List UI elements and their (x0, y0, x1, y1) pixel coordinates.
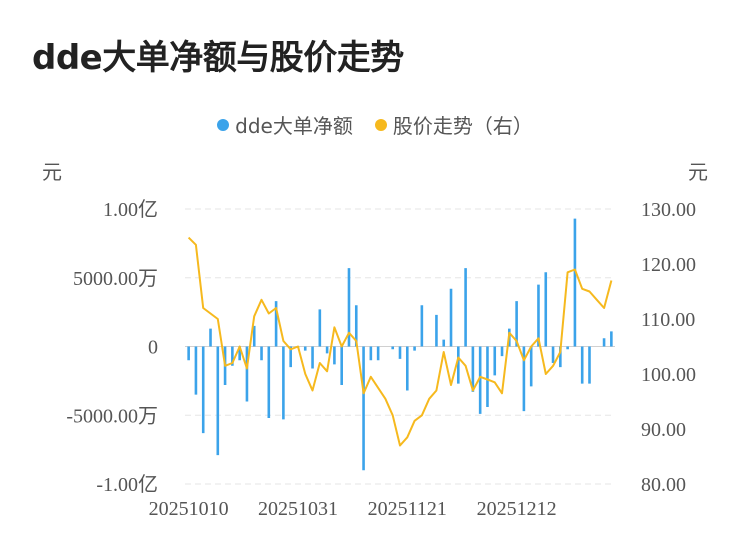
right-tick-label: 120.00 (641, 254, 696, 276)
dde-bar (449, 288, 453, 347)
dde-bar (413, 346, 416, 351)
dde-bar (500, 346, 504, 357)
x-tick-label: 20251212 (477, 498, 557, 520)
dde-bar (486, 346, 489, 407)
dde-bar (303, 346, 307, 351)
dde-bar (362, 346, 365, 471)
left-tick-label: 1.00亿 (103, 198, 158, 221)
dde-bar (318, 309, 322, 347)
dde-bar (187, 346, 190, 361)
dde-bar (391, 346, 395, 350)
dde-bar (580, 346, 584, 384)
dde-bar (566, 346, 569, 350)
dde-bar (354, 305, 358, 347)
dde-bar (289, 346, 292, 368)
price-line (187, 236, 613, 447)
price-line-group (187, 236, 613, 447)
dde-bar (464, 268, 467, 347)
dde-bar (325, 346, 329, 354)
dde-bar (588, 346, 591, 384)
dde-bar (398, 346, 402, 359)
dde-bar (238, 346, 241, 361)
dde-bar (573, 218, 577, 347)
right-tick-label: 110.00 (641, 309, 695, 331)
dde-bar (340, 346, 343, 385)
dde-bar (260, 346, 263, 361)
left-tick-label: -1.00亿 (96, 473, 158, 496)
dde-bar (231, 346, 234, 366)
dde-bar (522, 346, 526, 412)
dde-bar (245, 346, 249, 402)
dde-bar (376, 346, 380, 361)
legend-item-price[interactable]: 股价走势（右） (374, 110, 533, 139)
dde-bar (333, 346, 336, 365)
dde-bar (515, 301, 518, 347)
dde-bar (610, 331, 613, 347)
right-axis: 130.00 120.00 110.00 100.00 90.00 80.00 (641, 199, 696, 496)
legend-item-dde[interactable]: dde大单净额 (217, 110, 353, 139)
dde-bar (311, 346, 314, 369)
price-legend-marker (374, 118, 387, 131)
dde-bar (435, 314, 438, 347)
dde-bar (457, 346, 460, 384)
dde-bar (493, 346, 497, 376)
x-tick-label: 20251121 (368, 498, 447, 520)
dde-bar (537, 284, 540, 347)
dde-bar (405, 346, 409, 391)
dde-bar (347, 268, 351, 347)
left-axis-unit: 元 (42, 160, 62, 184)
dde-bar (194, 346, 198, 395)
right-tick-label: 90.00 (641, 419, 686, 441)
x-axis: 20251010 20251031 20251121 20251212 (149, 498, 557, 520)
left-tick-label: -5000.00万 (66, 405, 158, 427)
dde-bar (442, 339, 446, 347)
dde-bar (201, 346, 205, 434)
left-axis: 1.00亿 5000.00万 0 -5000.00万 -1.00亿 (66, 198, 158, 496)
dde-bar (274, 301, 278, 347)
legend: dde大单净额 股价走势（右） (0, 110, 750, 139)
legend-label-price: 股价走势（右） (392, 114, 533, 138)
dde-bar (282, 346, 285, 420)
right-tick-label: 100.00 (641, 364, 696, 386)
dde-bar (559, 346, 562, 368)
left-tick-label: 5000.00万 (73, 268, 158, 290)
dde-bar (209, 328, 212, 347)
dde-bar (478, 346, 482, 414)
dde-bar (529, 346, 533, 387)
dde-bar (267, 346, 271, 418)
right-tick-label: 80.00 (641, 474, 686, 496)
dde-bar (471, 346, 475, 392)
chart-title: dde大单净额与股价走势 (32, 38, 404, 78)
legend-label-dde: dde大单净额 (235, 114, 353, 138)
right-axis-unit: 元 (688, 160, 708, 184)
x-tick-label: 20251031 (258, 498, 338, 520)
dde-bar (602, 338, 606, 347)
x-tick-label: 20251010 (149, 498, 229, 520)
dde-bar (216, 346, 220, 456)
dde-bar (551, 346, 555, 363)
dde-bar (252, 325, 256, 347)
dde-bar (544, 272, 548, 347)
dde-bar (420, 305, 424, 347)
dde-bar (369, 346, 373, 361)
left-tick-label: 0 (148, 337, 158, 359)
right-tick-label: 130.00 (641, 199, 696, 221)
dde-legend-marker (217, 118, 230, 131)
